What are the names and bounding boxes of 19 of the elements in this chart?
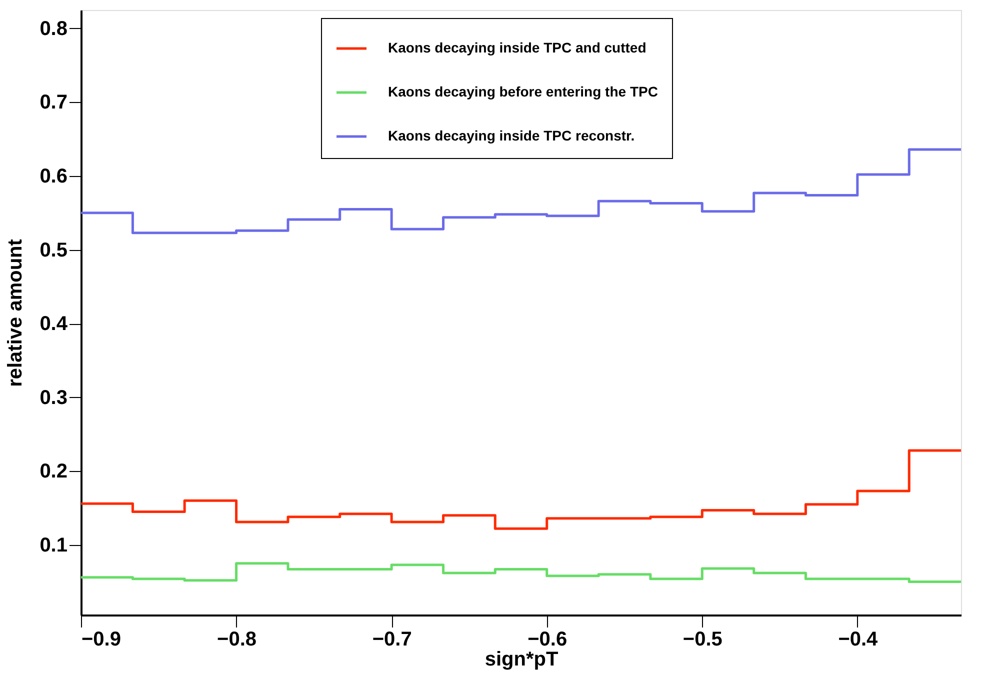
x-tick-label: −0.7 bbox=[372, 628, 412, 650]
legend-label: Kaons decaying before entering the TPC bbox=[388, 84, 658, 100]
y-tick-label: 0.6 bbox=[40, 166, 68, 188]
x-tick-label: −0.4 bbox=[838, 628, 879, 650]
x-tick-label: −0.5 bbox=[682, 628, 722, 650]
x-axis-title: sign*pT bbox=[484, 648, 558, 670]
x-tick-label: −0.9 bbox=[82, 628, 121, 650]
y-tick-label: 0.7 bbox=[40, 92, 68, 114]
y-tick-label: 0.2 bbox=[40, 460, 68, 483]
y-axis-title: relative amount bbox=[4, 238, 27, 387]
x-tick-label: −0.8 bbox=[217, 628, 257, 650]
y-tick-label: 0.5 bbox=[40, 239, 68, 262]
y-tick-label: 0.1 bbox=[40, 534, 68, 556]
x-tick-label: −0.6 bbox=[528, 628, 568, 650]
legend-label: Kaons decaying inside TPC and cutted bbox=[388, 40, 646, 56]
y-tick-label: 0.3 bbox=[40, 386, 68, 409]
y-tick-label: 0.4 bbox=[40, 313, 68, 336]
y-tick-label: 0.8 bbox=[40, 18, 68, 40]
legend-label: Kaons decaying inside TPC reconstr. bbox=[388, 128, 635, 144]
